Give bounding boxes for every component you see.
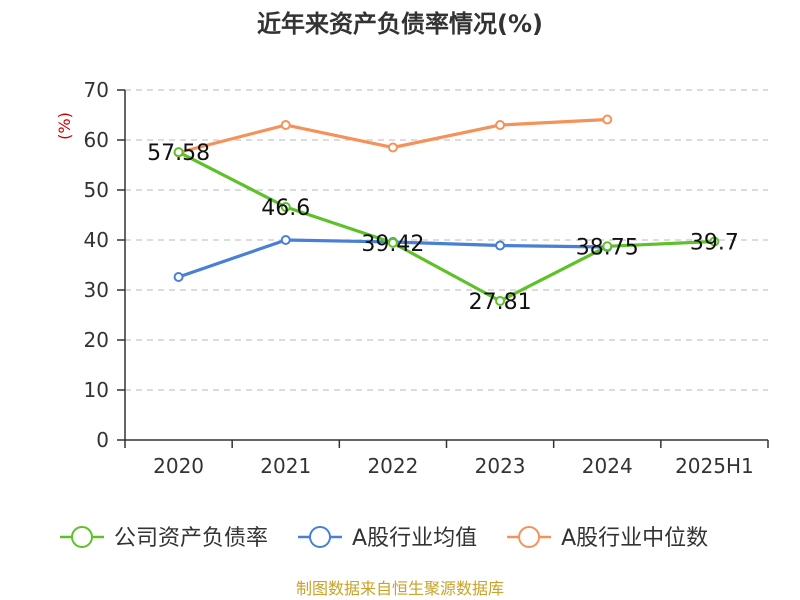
point-s2-2021 — [280, 120, 291, 130]
x-tick-label-2023: 2023 — [475, 454, 526, 478]
y-tick-label-60: 60 — [84, 128, 109, 152]
source-note: 制图数据来自恒生聚源数据库 — [296, 579, 504, 598]
x-tick-label-2021: 2021 — [260, 454, 311, 478]
point-s2-2023 — [495, 120, 506, 130]
grid-lines — [125, 89, 768, 391]
x-tick-label-2024: 2024 — [582, 454, 633, 478]
point-s1-2021 — [280, 235, 291, 245]
legend-label-1: A股行业均值 — [352, 526, 477, 551]
legend: 公司资产负债率 A股行业均值 A股行业中位数 — [60, 526, 708, 551]
y-tick-label-20: 20 — [84, 328, 109, 352]
point-s0-2023 — [495, 295, 506, 306]
data-label-2023: 27.81 — [469, 290, 532, 315]
data-label-2020: 57.58 — [147, 141, 210, 166]
point-s0-2025H1 — [709, 236, 720, 247]
y-tick-label-10: 10 — [84, 378, 109, 402]
x-tick-label-2025H1: 2025H1 — [675, 454, 754, 478]
point-s2-2024 — [602, 114, 613, 125]
data-label-2025H1: 39.7 — [690, 231, 739, 256]
point-s0-2022 — [387, 237, 398, 248]
legend-item-2: A股行业中位数 — [507, 526, 708, 551]
point-s0-2024 — [602, 241, 613, 252]
legend-item-0: 公司资产负债率 — [60, 526, 268, 551]
point-s2-2022 — [387, 142, 398, 153]
data-label-2021: 46.6 — [261, 196, 310, 221]
y-tick-label-30: 30 — [84, 278, 109, 302]
axes: 0 10 20 30 40 50 60 70 2020 2021 2022 2023 2024 2025H… — [84, 78, 769, 478]
x-tick-label-2022: 2022 — [367, 454, 418, 478]
y-tick-label-40: 40 — [84, 228, 109, 252]
legend-item-1: A股行业均值 — [298, 526, 477, 551]
x-tick-label-2020: 2020 — [153, 454, 204, 478]
data-labels: 57.58 46.6 39.42 27.81 38.75 39.7 — [147, 141, 739, 315]
point-s0-2020 — [173, 147, 184, 158]
series-line-0 — [177, 150, 717, 303]
legend-marker-0 — [71, 526, 93, 548]
point-s1-2023 — [495, 240, 506, 251]
y-tick-label-0: 0 — [96, 428, 109, 452]
series-lines — [173, 114, 720, 306]
legend-label-0: 公司资产负债率 — [114, 526, 268, 551]
point-s1-2020 — [173, 272, 184, 282]
y-axis-unit-label: (%) — [55, 112, 74, 140]
y-tick-label-70: 70 — [84, 78, 109, 102]
point-s0-2021 — [280, 202, 291, 212]
legend-label-2: A股行业中位数 — [561, 526, 708, 551]
legend-marker-1 — [309, 526, 332, 548]
y-tick-label-50: 50 — [84, 178, 109, 202]
data-label-2024: 38.75 — [576, 235, 639, 260]
legend-marker-2 — [518, 526, 541, 548]
data-label-2022: 39.42 — [361, 232, 424, 257]
chart-title: 近年来资产负债率情况(%) — [257, 10, 543, 38]
